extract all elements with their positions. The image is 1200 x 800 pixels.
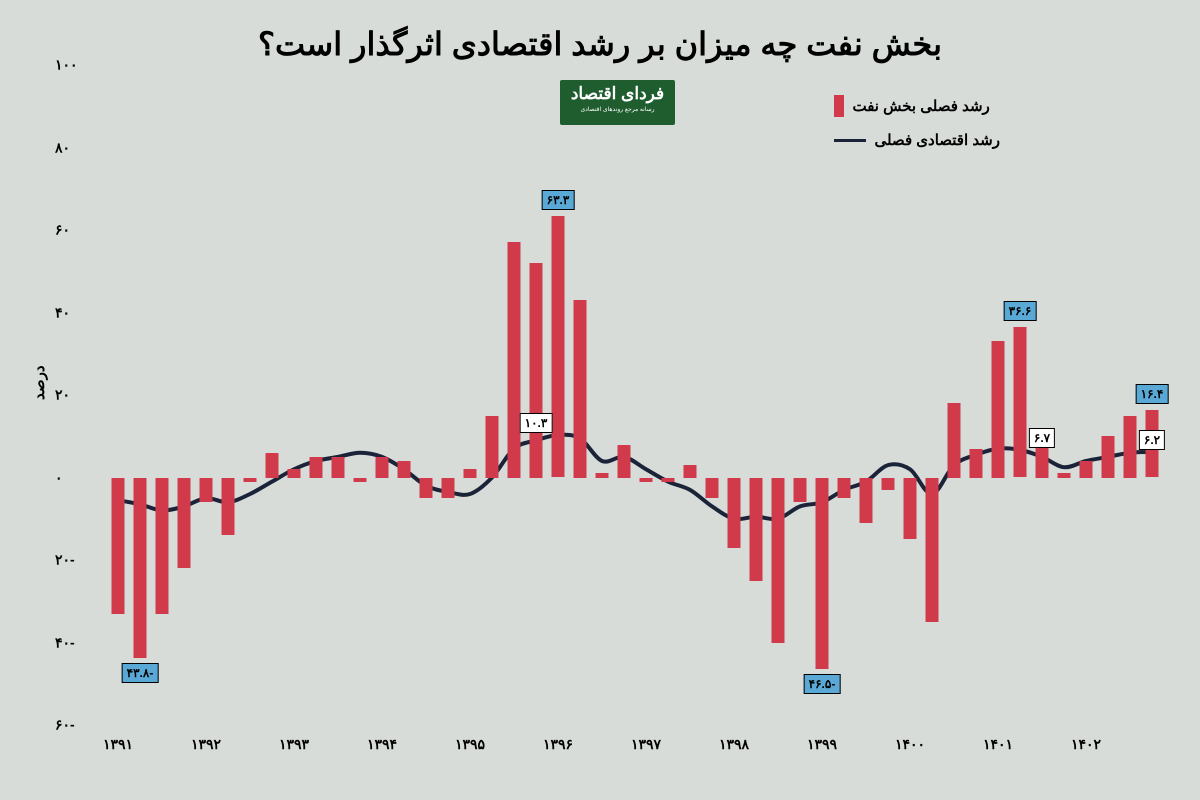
- bar: [618, 445, 631, 478]
- bar: [706, 478, 719, 499]
- data-callout: -۴۶.۵: [804, 674, 841, 694]
- bar: [332, 457, 345, 478]
- line-series: [100, 65, 1170, 725]
- data-callout: ۳۶.۶: [1004, 301, 1037, 321]
- y-tick: ۶۰: [55, 222, 95, 239]
- y-tick: ۰: [55, 469, 95, 486]
- bar: [244, 478, 257, 482]
- bar: [442, 478, 455, 499]
- bar: [750, 478, 763, 581]
- data-callout: ۱۶.۴: [1136, 384, 1169, 404]
- bar: [464, 469, 477, 477]
- bar: [530, 263, 543, 478]
- bar: [552, 216, 565, 477]
- bar: [420, 478, 433, 499]
- bar: [596, 473, 609, 477]
- data-callout: ۶۳.۳: [542, 190, 575, 210]
- x-tick: ۱۴۰۲: [1071, 736, 1101, 753]
- chart-area: -۶۰-۴۰-۲۰۰۲۰۴۰۶۰۸۰۱۰۰۱۳۹۱۱۳۹۲۱۳۹۳۱۳۹۴۱۳۹…: [100, 65, 1170, 725]
- y-axis-label: درصد: [30, 365, 48, 400]
- bar: [662, 478, 675, 482]
- x-tick: ۱۳۹۴: [367, 736, 397, 753]
- y-tick: ۴۰: [55, 304, 95, 321]
- y-tick: -۲۰: [55, 552, 95, 569]
- bar: [970, 449, 983, 478]
- bar: [288, 469, 301, 477]
- chart-title: بخش نفت چه میزان بر رشد اقتصادی اثرگذار …: [0, 25, 1200, 63]
- x-tick: ۱۳۹۳: [279, 736, 309, 753]
- bar: [266, 453, 279, 478]
- x-tick: ۱۳۹۲: [191, 736, 221, 753]
- bar: [1102, 436, 1115, 477]
- y-tick: -۶۰: [55, 717, 95, 734]
- data-callout: ۶.۲: [1139, 430, 1165, 450]
- x-tick: ۱۴۰۱: [983, 736, 1013, 753]
- bar: [354, 478, 367, 482]
- x-tick: ۱۳۹۷: [631, 736, 661, 753]
- data-callout: ۱۰.۳: [520, 413, 553, 433]
- data-callout: ۶.۷: [1029, 428, 1055, 448]
- bar: [112, 478, 125, 614]
- data-callout: -۴۳.۸: [122, 663, 159, 683]
- bar: [1014, 327, 1027, 478]
- bar: [156, 478, 169, 614]
- y-tick: ۱۰۰: [55, 57, 95, 74]
- bar: [574, 300, 587, 477]
- y-tick: ۲۰: [55, 387, 95, 404]
- bar: [134, 478, 147, 659]
- y-tick: ۸۰: [55, 139, 95, 156]
- bar: [882, 478, 895, 490]
- bar: [1080, 461, 1093, 478]
- bar: [508, 242, 521, 477]
- x-tick: ۱۳۹۹: [807, 736, 837, 753]
- bar: [200, 478, 213, 503]
- bar: [772, 478, 785, 643]
- x-tick: ۱۳۹۶: [543, 736, 573, 753]
- bar: [310, 457, 323, 478]
- bar: [838, 478, 851, 499]
- x-tick: ۱۳۹۸: [719, 736, 749, 753]
- bar: [178, 478, 191, 569]
- bar: [222, 478, 235, 536]
- bar: [1124, 416, 1137, 478]
- bar: [640, 478, 653, 482]
- y-tick: -۴۰: [55, 634, 95, 651]
- bar: [1058, 473, 1071, 477]
- bar: [684, 465, 697, 477]
- bar: [904, 478, 917, 540]
- x-tick: ۱۳۹۵: [455, 736, 485, 753]
- x-tick: ۱۴۰۰: [895, 736, 925, 753]
- bar: [860, 478, 873, 523]
- bar: [398, 461, 411, 478]
- x-tick: ۱۳۹۱: [103, 736, 133, 753]
- bar: [926, 478, 939, 622]
- bar: [816, 478, 829, 670]
- bar: [992, 341, 1005, 477]
- bar: [794, 478, 807, 503]
- bar: [376, 457, 389, 478]
- bar: [728, 478, 741, 548]
- bar: [948, 403, 961, 477]
- bar: [486, 416, 499, 478]
- bar: [1036, 445, 1049, 478]
